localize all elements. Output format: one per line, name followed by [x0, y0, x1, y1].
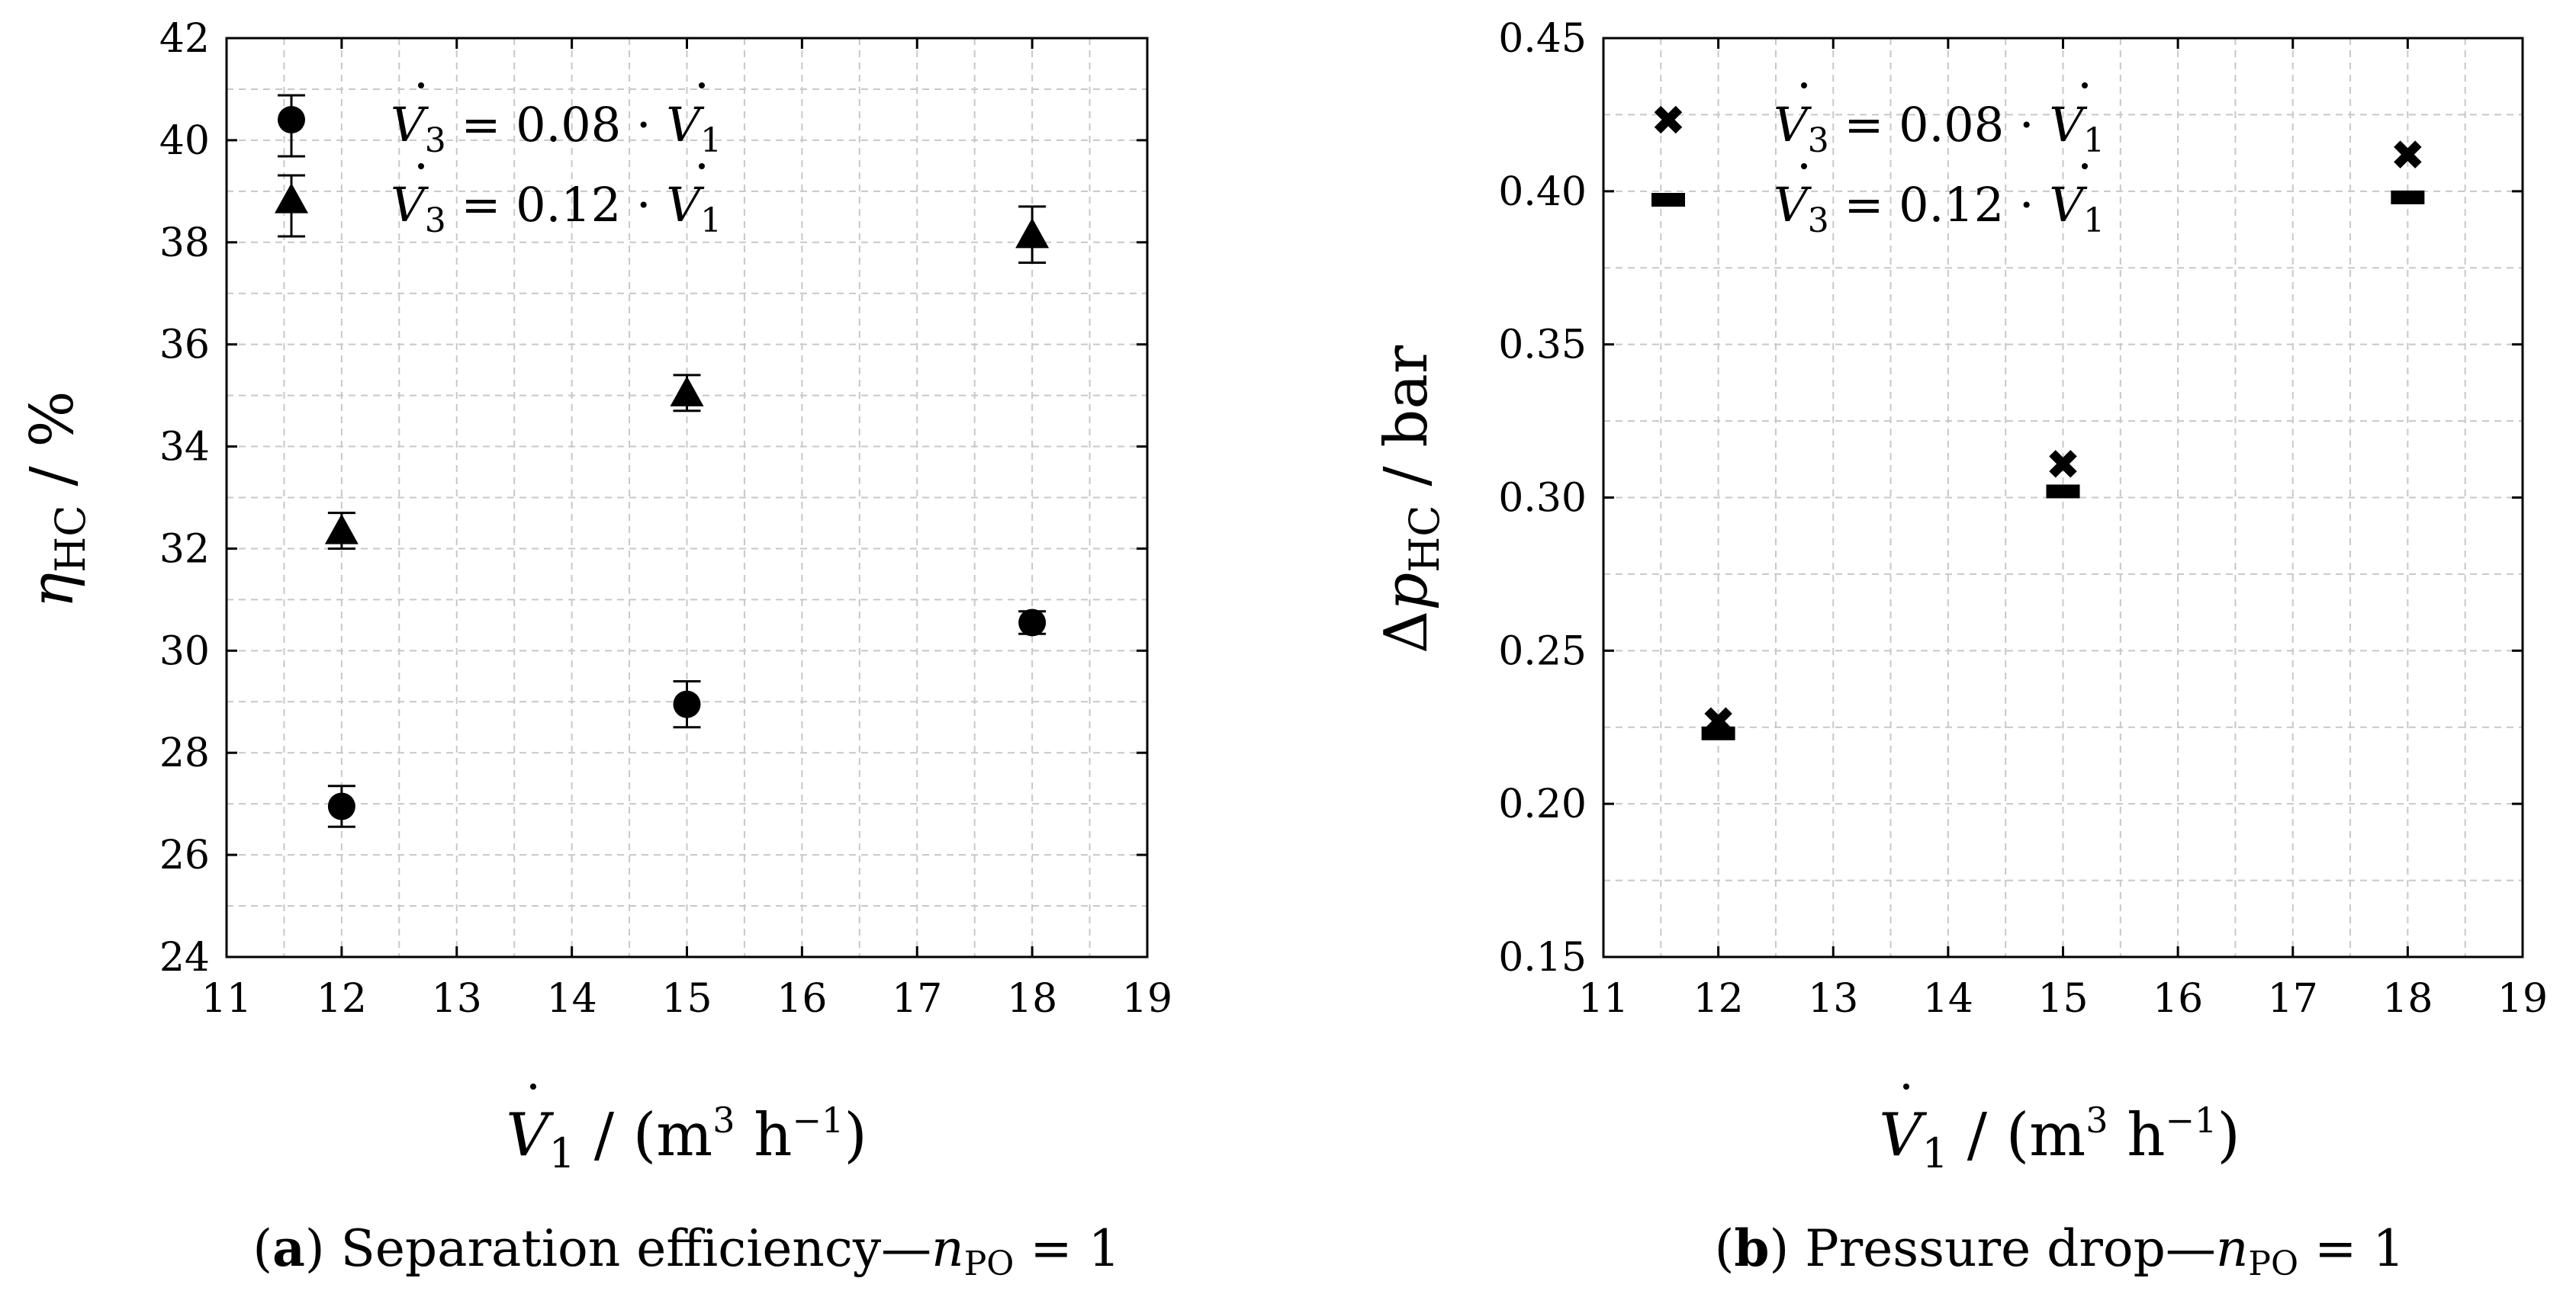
y-tick-label: 38 [159, 220, 210, 266]
data-point-x [2049, 450, 2077, 478]
dot-accent [418, 82, 424, 88]
y-tick-label: 28 [159, 730, 210, 776]
data-point-x [2394, 140, 2422, 169]
y-tick-label: 30 [159, 628, 210, 674]
y-tick-label: 0.45 [1498, 16, 1587, 62]
x-tick-label: 17 [892, 976, 942, 1022]
x-tick-label: 14 [1923, 976, 1973, 1022]
legend-label-b-1: V3 = 0.12 · V1 [1774, 177, 2105, 240]
data-point-circle [1018, 608, 1047, 637]
dot-accent [1801, 82, 1807, 88]
y-tick-label: 26 [159, 833, 210, 878]
y-tick-label: 24 [159, 935, 210, 981]
legend-b: V3 = 0.08 · V1 V3 = 0.12 · V1 [1651, 82, 2105, 240]
x-tick-label: 13 [432, 976, 482, 1022]
y-tick-label: 36 [159, 323, 210, 368]
dot-accent [1903, 1084, 1909, 1090]
data-marks-b [1701, 140, 2425, 740]
dot-accent [2082, 82, 2088, 88]
ticks-a: 11 12 13 14 15 16 17 18 19 24 26 28 30 32 34 36 38 40 42 [159, 16, 1172, 1022]
y-tick-label: 0.15 [1498, 935, 1587, 981]
x-tick-label: 18 [2382, 976, 2433, 1022]
x-axis-label-b: V1 / (m3 h−1) [1879, 1100, 2240, 1177]
dot-accent [530, 1084, 536, 1090]
legend-marker-circle [278, 106, 305, 133]
data-point-circle [673, 690, 701, 718]
legend-label-a-0: V3 = 0.08 · V1 [391, 97, 722, 160]
x-tick-label: 11 [1578, 976, 1629, 1022]
y-tick-label: 34 [159, 425, 210, 470]
data-point-triangle [1015, 217, 1050, 249]
x-tick-label: 19 [2497, 976, 2548, 1022]
dot-accent [699, 82, 705, 88]
panel-b: 11 12 13 14 15 16 17 18 19 0.15 0.20 0.25 0.30 0.35 0.… [1372, 16, 2548, 1283]
legend-marker-dash [1651, 193, 1685, 207]
x-tick-label: 18 [1007, 976, 1057, 1022]
y-tick-label: 0.40 [1498, 169, 1587, 215]
panel-a: 11 12 13 14 15 16 17 18 19 24 26 28 30 32 34 36 38 40 42 V… [18, 16, 1172, 1283]
x-tick-label: 16 [777, 976, 827, 1022]
data-point-dash [2046, 484, 2080, 499]
x-tick-label: 15 [661, 976, 712, 1022]
x-tick-label: 11 [201, 976, 252, 1022]
legend-label-a-1: V3 = 0.12 · V1 [391, 177, 722, 240]
data-point-triangle [670, 376, 704, 406]
ticks-b: 11 12 13 14 15 16 17 18 19 0.15 0.20 0.25 0.30 0.35 0.… [1498, 16, 2548, 1022]
y-axis-label-b: ΔpHC / bar [1372, 345, 1449, 653]
y-axis-label-a: ηHC / % [18, 390, 95, 608]
data-point-dash [1701, 726, 1735, 740]
dot-accent [2082, 163, 2088, 169]
x-tick-label: 13 [1808, 976, 1858, 1022]
legend-symbol-x [1651, 105, 1685, 207]
data-marks-a [324, 205, 1050, 828]
y-tick-label: 40 [159, 118, 210, 164]
legend-marker-x [1654, 105, 1683, 134]
data-point-circle [327, 792, 355, 820]
x-tick-label: 12 [1693, 976, 1744, 1022]
x-axis-label-a: V1 / (m3 h−1) [506, 1100, 867, 1177]
legend-a: V3 = 0.08 · V1 V3 = 0.12 · V1 [275, 82, 722, 240]
y-tick-label: 0.25 [1498, 628, 1587, 674]
x-tick-label: 19 [1122, 976, 1172, 1022]
y-tick-label: 0.35 [1498, 323, 1587, 368]
x-tick-label: 14 [547, 976, 597, 1022]
y-tick-label: 42 [159, 16, 210, 62]
legend-symbol-circle [275, 94, 308, 238]
dot-accent [1801, 163, 1807, 169]
legend-label-b-0: V3 = 0.08 · V1 [1774, 97, 2105, 160]
y-tick-label: 32 [159, 526, 210, 572]
grid-b [1603, 38, 2523, 957]
caption-b: (b) Pressure drop—nPO = 1 [1715, 1219, 2405, 1283]
x-tick-label: 12 [317, 976, 367, 1022]
x-tick-label: 17 [2268, 976, 2318, 1022]
data-point-triangle [324, 514, 359, 544]
y-tick-label: 0.30 [1498, 476, 1587, 522]
data-point-dash [2391, 190, 2425, 204]
caption-a: (a) Separation efficiency—nPO = 1 [252, 1219, 1120, 1283]
dot-accent [699, 163, 705, 169]
x-tick-label: 15 [2037, 976, 2088, 1022]
dot-accent [418, 163, 424, 169]
grid-a [227, 38, 1147, 957]
legend-marker-triangle [275, 183, 308, 214]
x-tick-label: 16 [2153, 976, 2203, 1022]
y-tick-label: 0.20 [1498, 782, 1587, 827]
